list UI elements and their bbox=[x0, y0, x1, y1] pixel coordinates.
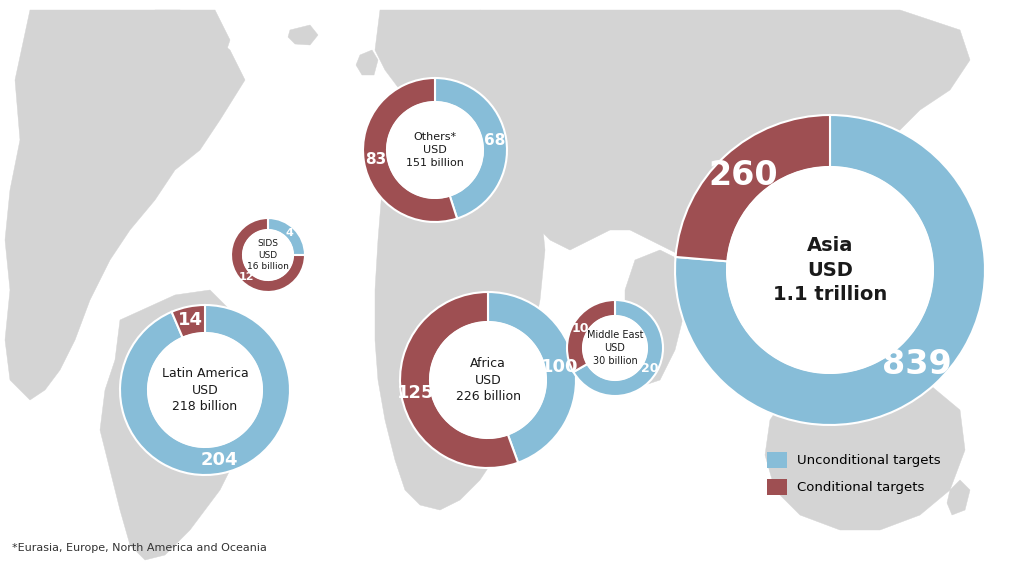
Text: 125: 125 bbox=[397, 384, 435, 401]
Wedge shape bbox=[362, 78, 457, 222]
Circle shape bbox=[727, 167, 933, 373]
Wedge shape bbox=[435, 78, 507, 219]
Polygon shape bbox=[947, 480, 970, 515]
Wedge shape bbox=[120, 305, 290, 475]
Wedge shape bbox=[573, 300, 663, 396]
Wedge shape bbox=[488, 292, 575, 463]
Polygon shape bbox=[625, 250, 685, 385]
Text: SIDS
USD
16 billion: SIDS USD 16 billion bbox=[247, 239, 289, 271]
Text: 100: 100 bbox=[541, 359, 579, 376]
Wedge shape bbox=[268, 218, 305, 255]
Text: 4: 4 bbox=[286, 228, 294, 238]
Text: 260: 260 bbox=[708, 159, 777, 191]
Text: 14: 14 bbox=[178, 311, 204, 329]
Circle shape bbox=[243, 230, 293, 280]
Legend: Unconditional targets, Conditional targets: Unconditional targets, Conditional targe… bbox=[762, 447, 946, 500]
Text: *Eurasia, Europe, North America and Oceania: *Eurasia, Europe, North America and Ocea… bbox=[12, 543, 267, 553]
Circle shape bbox=[583, 316, 647, 380]
Circle shape bbox=[148, 333, 262, 447]
Polygon shape bbox=[765, 380, 965, 530]
Text: Others*
USD
151 billion: Others* USD 151 billion bbox=[407, 132, 464, 168]
Polygon shape bbox=[475, 10, 970, 310]
Text: Middle East
USD
30 billion: Middle East USD 30 billion bbox=[587, 330, 643, 366]
Polygon shape bbox=[5, 10, 245, 400]
Wedge shape bbox=[567, 300, 615, 372]
Text: Latin America
USD
218 billion: Latin America USD 218 billion bbox=[162, 367, 249, 413]
Text: 12: 12 bbox=[239, 272, 254, 282]
Polygon shape bbox=[155, 10, 230, 80]
Wedge shape bbox=[675, 115, 985, 425]
Polygon shape bbox=[100, 290, 245, 560]
Wedge shape bbox=[400, 292, 518, 468]
Circle shape bbox=[430, 322, 546, 438]
Polygon shape bbox=[375, 100, 545, 510]
Wedge shape bbox=[231, 218, 305, 292]
Text: 204: 204 bbox=[201, 451, 238, 469]
Wedge shape bbox=[676, 115, 830, 262]
Circle shape bbox=[387, 102, 483, 198]
Polygon shape bbox=[288, 25, 318, 45]
Text: 68: 68 bbox=[483, 133, 505, 148]
Polygon shape bbox=[356, 50, 378, 75]
Text: 83: 83 bbox=[366, 152, 386, 167]
Wedge shape bbox=[172, 305, 205, 337]
Text: 10: 10 bbox=[571, 321, 589, 335]
Polygon shape bbox=[865, 120, 900, 165]
Polygon shape bbox=[755, 280, 900, 340]
Text: Asia
USD
1.1 trillion: Asia USD 1.1 trillion bbox=[773, 236, 887, 304]
Polygon shape bbox=[375, 10, 520, 110]
Text: Africa
USD
226 billion: Africa USD 226 billion bbox=[456, 357, 520, 403]
Polygon shape bbox=[546, 375, 572, 425]
Text: 20: 20 bbox=[641, 361, 658, 375]
Text: 839: 839 bbox=[883, 348, 952, 381]
